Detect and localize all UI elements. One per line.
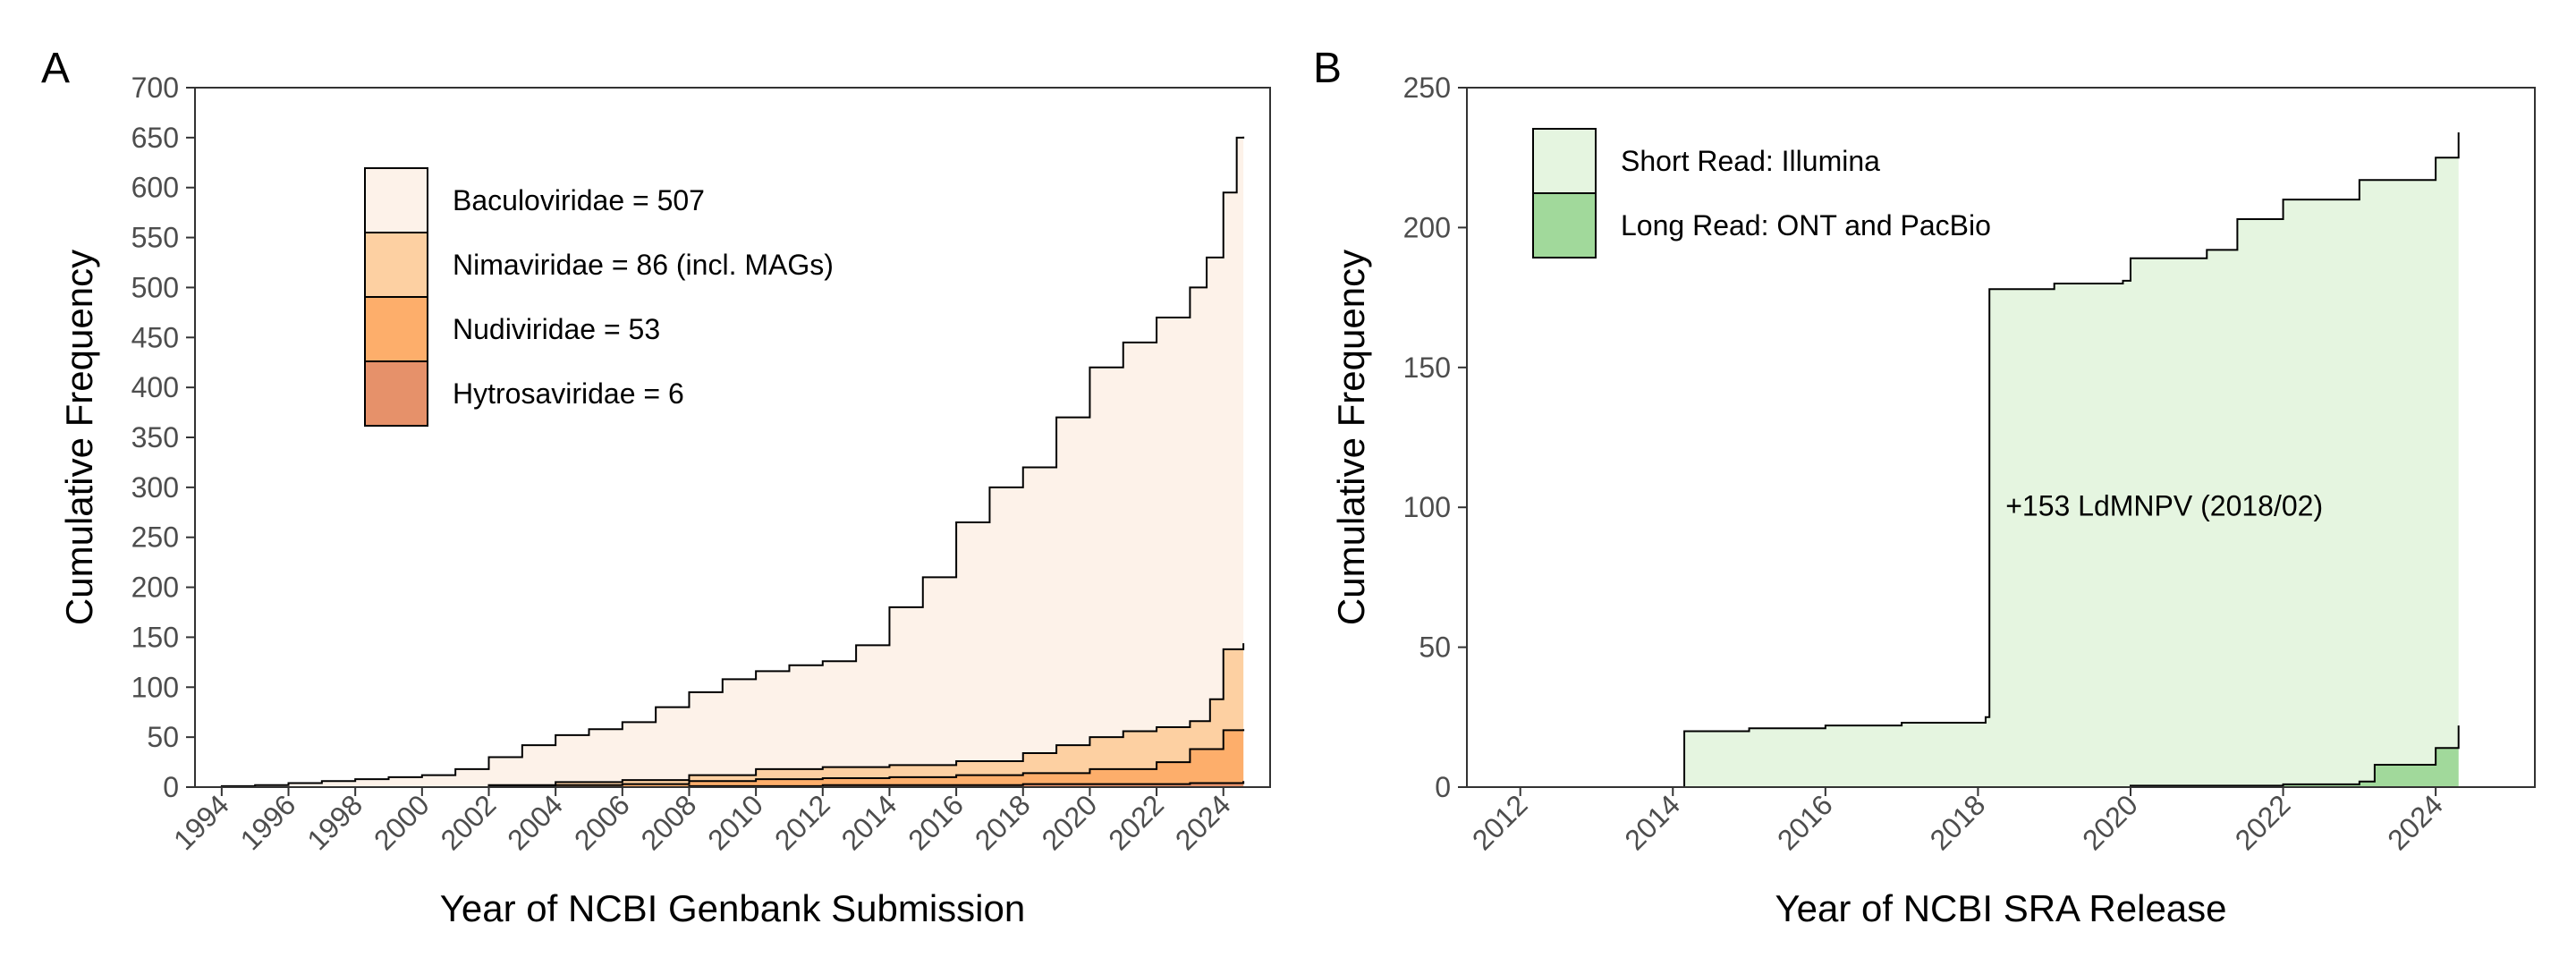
panel-a-ytick-label-11: 550	[131, 222, 179, 254]
panel-a-ytick-label-1: 50	[147, 721, 179, 753]
panel-a-series-2-area	[205, 729, 1244, 787]
panel-b-legend-key-1	[1532, 192, 1597, 258]
panel-a-ytick-label-6: 300	[131, 471, 179, 504]
panel-a-xtick-label-11: 2016	[902, 788, 970, 856]
panel-a-chart: 0 50 100 150 200 250 300 350 400 450 500 550 600 650 7…	[58, 72, 1271, 929]
panel-b-xtick-label-6: 2024	[2381, 788, 2449, 856]
panel-b-xtick-label-0: 2012	[1466, 788, 1534, 856]
panel-a-xtick-label-7: 2008	[635, 788, 703, 856]
panel-a-xtick-label-12: 2018	[969, 788, 1037, 856]
panel-a-xtick-label-13: 2020	[1036, 788, 1104, 856]
panel-a-series-0-area	[205, 136, 1244, 788]
panel-b-chart: 0 50 100 150 200 250 2012 2014 2016 2018 2020 2022 2…	[1330, 72, 2536, 929]
panel-b-ytick-label-1: 50	[1419, 631, 1451, 664]
panel-a-ytick-label-8: 400	[131, 371, 179, 403]
panel-a-ytick-label-14: 700	[131, 72, 179, 104]
panel-a-series-2-line	[205, 729, 1245, 788]
panel-a-ytick-label-3: 150	[131, 621, 179, 653]
panel-a-xtick-label-6: 2006	[568, 788, 636, 856]
panel-a-xtick-label-14: 2022	[1102, 788, 1170, 856]
panel-a-legend-key-3	[364, 360, 428, 427]
panel-a-ytick-label-9: 450	[131, 321, 179, 353]
panel-a-series-1-line	[205, 643, 1245, 788]
panel-b-tag: B	[1313, 45, 1342, 92]
panel-b-annotation: +153 LdMNPV (2018/02)	[2005, 490, 2323, 522]
panel-b-ytick-label-4: 200	[1403, 211, 1451, 243]
panel-a-legend-label-2: Nudiviridae = 53	[453, 313, 660, 345]
panel-a-xtick-label-15: 2024	[1169, 788, 1237, 856]
panel-b-ytick-label-0: 0	[1435, 771, 1451, 803]
panel-a-xtick-label-9: 2012	[768, 788, 836, 856]
panel-a-legend-label-3: Hytrosaviridae = 6	[453, 377, 684, 410]
panel-b-xtick-label-4: 2020	[2076, 788, 2144, 856]
panel-a-tag: A	[41, 45, 70, 92]
panel-a-x-axis-title: Year of NCBI Genbank Submission	[440, 887, 1025, 929]
panel-a-xtick-label-5: 2004	[501, 788, 569, 856]
panel-b-ytick-label-3: 150	[1403, 352, 1451, 384]
panel-a-series-0-line	[205, 136, 1245, 788]
panel-b-y-axis-title: Cumulative Frequency	[1330, 250, 1372, 625]
panel-b-frame	[1466, 87, 2536, 788]
panel-a-legend-label-1: Nimaviridae = 86 (incl. MAGs)	[453, 249, 834, 281]
panel-a-ytick-label-5: 250	[131, 521, 179, 554]
panel-a-xtick-label-3: 2000	[368, 788, 436, 856]
panel-a-ytick-label-4: 200	[131, 572, 179, 604]
panel-b-legend-key-0	[1532, 128, 1597, 194]
panel-a-xtick-label-10: 2014	[835, 788, 903, 856]
panel-a-ytick-label-7: 350	[131, 421, 179, 453]
panel-b-xtick-label-1: 2014	[1618, 788, 1686, 856]
panel-a-legend-key-0	[364, 167, 428, 233]
panel-a-xtick-label-8: 2010	[701, 788, 769, 856]
panel-b-ytick-label-5: 250	[1403, 72, 1451, 104]
panel-b-ytick-label-2: 100	[1403, 491, 1451, 523]
panel-b-x-axis-title: Year of NCBI SRA Release	[1775, 887, 2226, 929]
panel-a-ytick-label-12: 600	[131, 172, 179, 204]
panel-b-series-0-line	[1513, 132, 2460, 788]
panel-a-xtick-label-2: 1998	[301, 788, 369, 856]
panel-a-xtick-label-1: 1996	[234, 788, 302, 856]
panel-a-xtick-label-4: 2002	[435, 788, 503, 856]
panel-a-ytick-label-2: 100	[131, 671, 179, 703]
panel-a-legend-key-2	[364, 296, 428, 362]
panel-a-ytick-label-0: 0	[163, 771, 179, 803]
panel-b-series-0-area	[1513, 132, 2459, 788]
panel-a-ytick-label-10: 500	[131, 271, 179, 303]
panel-a-legend-key-1	[364, 232, 428, 298]
panel-b-xtick-label-3: 2018	[1924, 788, 1992, 856]
panel-a-y-axis-title: Cumulative Frequency	[58, 250, 100, 625]
panel-b-xtick-label-2: 2016	[1771, 788, 1839, 856]
panel-b-xtick-label-5: 2022	[2229, 788, 2297, 856]
panel-a-ytick-label-13: 650	[131, 122, 179, 154]
panel-a-legend-label-0: Baculoviridae = 507	[453, 184, 705, 216]
panel-b-legend-label-1: Long Read: ONT and PacBio	[1621, 209, 1991, 242]
panel-b-legend-label-0: Short Read: Illumina	[1621, 145, 1880, 177]
